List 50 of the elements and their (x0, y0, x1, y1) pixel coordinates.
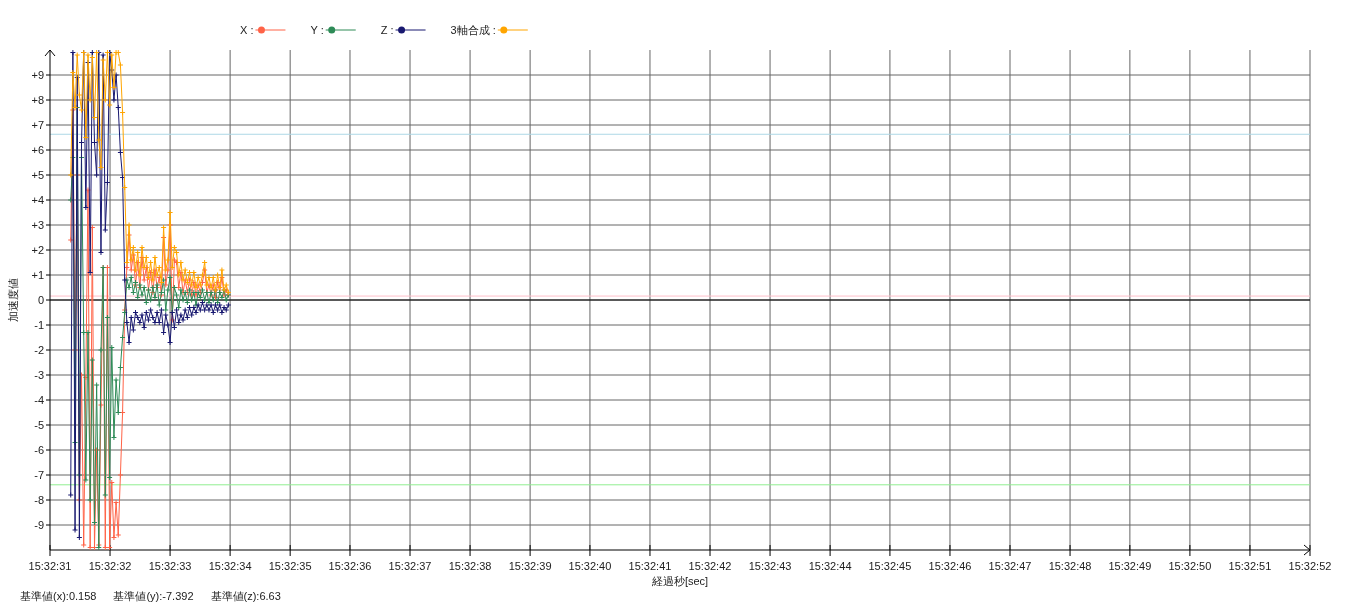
y-tick-label: +1 (31, 269, 44, 281)
x-tick-label: 15:32:47 (988, 560, 1032, 572)
x-tick-label: 15:32:32 (88, 560, 132, 572)
x-tick-label: 15:32:36 (328, 560, 372, 572)
x-tick-label: 15:32:42 (688, 560, 732, 572)
x-tick-label: 15:32:41 (628, 560, 672, 572)
y-tick-label: -2 (34, 344, 44, 356)
legend-label: Y : (310, 24, 324, 36)
y-axis-title: 加速度値 (7, 278, 19, 322)
x-tick-label: 15:32:49 (1108, 560, 1152, 572)
y-tick-label: +9 (31, 69, 44, 81)
x-tick-label: 15:32:31 (28, 560, 72, 572)
y-tick-label: -6 (34, 444, 44, 456)
y-tick-label: -8 (34, 494, 44, 506)
y-tick-label: +8 (31, 94, 44, 106)
text: 基準値(z):6.63 (210, 590, 281, 602)
x-tick-label: 15:32:51 (1228, 560, 1272, 572)
x-tick-label: 15:32:34 (208, 560, 252, 572)
legend-label: 3軸合成 : (450, 24, 496, 36)
y-tick-label: +2 (31, 244, 44, 256)
x-tick-label: 15:32:35 (268, 560, 312, 572)
y-tick-label: -7 (34, 469, 44, 481)
legend-label: X : (240, 24, 254, 36)
text: 基準値(y):-7.392 (113, 590, 194, 602)
y-tick-label: +7 (31, 119, 44, 131)
x-tick-label: 15:32:33 (148, 560, 192, 572)
y-tick-label: -4 (34, 394, 44, 406)
x-tick-label: 15:32:44 (808, 560, 852, 572)
x-tick-label: 15:32:46 (928, 560, 972, 572)
y-tick-label: +6 (31, 144, 44, 156)
legend-label: Z : (380, 24, 394, 36)
x-tick-label: 15:32:37 (388, 560, 432, 572)
y-tick-label: -5 (34, 419, 44, 431)
x-axis-title: 経過秒[sec] (650, 575, 709, 587)
text: 基準値(x):0.158 (20, 590, 97, 602)
x-tick-label: 15:32:48 (1048, 560, 1092, 572)
y-tick-label: -3 (34, 369, 44, 381)
x-tick-label: 15:32:38 (448, 560, 492, 572)
x-tick-label: 15:32:43 (748, 560, 792, 572)
y-tick-label: -1 (34, 319, 44, 331)
x-tick-label: 15:32:40 (568, 560, 612, 572)
y-tick-label: +3 (31, 219, 44, 231)
x-tick-label: 15:32:52 (1288, 560, 1332, 572)
y-tick-label: +5 (31, 169, 44, 181)
y-tick-label: +4 (31, 194, 44, 206)
y-tick-label: 0 (37, 294, 44, 306)
x-tick-label: 15:32:50 (1168, 560, 1212, 572)
y-tick-label: -9 (34, 519, 44, 531)
x-tick-label: 15:32:39 (508, 560, 552, 572)
x-tick-label: 15:32:45 (868, 560, 912, 572)
